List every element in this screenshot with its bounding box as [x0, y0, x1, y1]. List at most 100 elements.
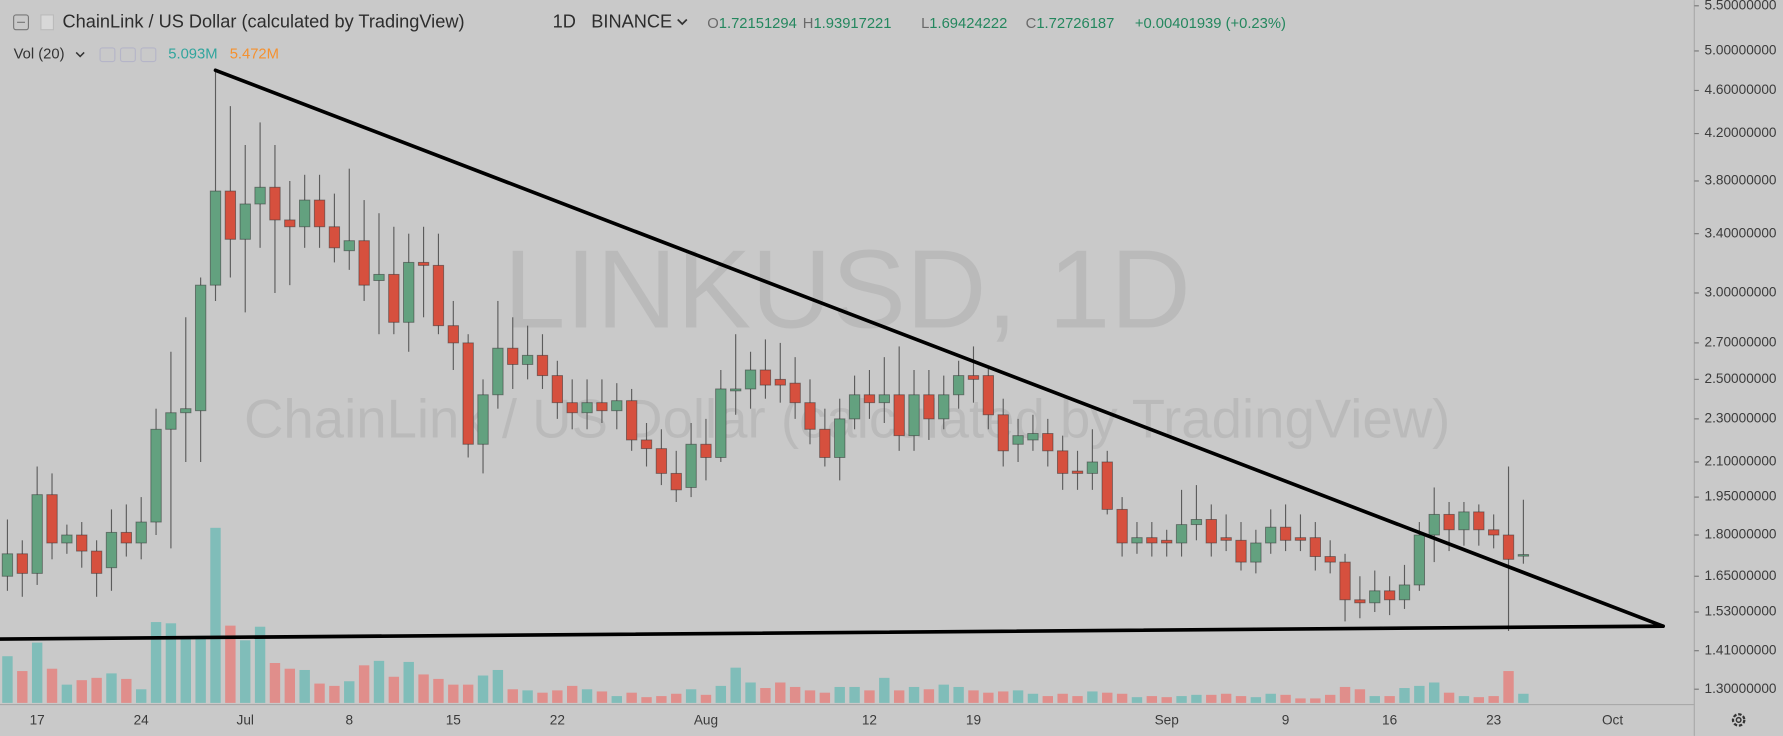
volume-ma: 5.472M — [230, 47, 279, 63]
x-tick-label: 17 — [30, 713, 45, 728]
candle-body — [685, 443, 697, 488]
candle-body — [715, 388, 727, 458]
volume-bar — [329, 685, 340, 703]
y-tick-label: 2.30000000 — [1705, 410, 1777, 425]
candle-body — [403, 261, 415, 323]
volume-indicator[interactable]: Vol (20) — [14, 47, 65, 63]
volume-bar — [715, 685, 727, 703]
indicator-settings[interactable] — [119, 47, 136, 63]
y-tick-label: 3.40000000 — [1705, 225, 1777, 240]
candle-body — [90, 550, 103, 574]
candle-body — [477, 394, 489, 445]
y-tick-label: 1.95000000 — [1705, 489, 1777, 504]
indicator-dropdown[interactable] — [75, 51, 85, 58]
volume-bar — [938, 684, 949, 703]
candle-body — [819, 428, 831, 458]
x-tick-label: 23 — [1486, 713, 1501, 728]
x-tick-label: 19 — [966, 713, 981, 728]
volume-bar — [344, 681, 355, 703]
candle-body — [893, 394, 905, 437]
candle-body — [1, 553, 14, 577]
volume-bar — [254, 626, 266, 703]
candle-series — [1, 70, 1530, 631]
ohlc-key: C — [1026, 16, 1037, 32]
volume-bar — [492, 669, 504, 703]
volume-bar — [1384, 696, 1395, 703]
volume-bar — [477, 675, 489, 703]
volume-bar — [17, 671, 28, 703]
exchange-dropdown[interactable] — [677, 18, 688, 26]
candle-body — [328, 226, 341, 249]
ohlc-value: 1.72151294 — [719, 16, 797, 32]
price-change: +0.00401939 (+0.23%) — [1135, 16, 1286, 32]
candle-body — [566, 402, 578, 414]
volume-bar — [1146, 696, 1158, 703]
candle-body — [1175, 524, 1188, 544]
volume-bar — [1503, 671, 1514, 703]
x-tick-label: 24 — [134, 713, 150, 728]
candle-body — [952, 375, 965, 396]
settings-button[interactable] — [1731, 713, 1746, 727]
volume-bar — [180, 636, 191, 703]
candle-body — [1101, 461, 1113, 510]
volume-bar — [700, 694, 712, 703]
volume-bar — [552, 690, 563, 703]
candle-body — [1309, 537, 1321, 558]
candle-body — [1428, 513, 1440, 536]
collapse-button[interactable] — [13, 14, 29, 31]
volume-bar — [1161, 697, 1172, 703]
indicator-remove[interactable] — [140, 47, 157, 63]
exchange[interactable]: BINANCE — [591, 12, 672, 32]
y-tick-label: 1.30000000 — [1705, 681, 1777, 696]
gear-outer — [1731, 713, 1746, 727]
candle-body — [536, 354, 549, 377]
volume-bar — [1102, 692, 1113, 703]
volume-bar — [1369, 696, 1380, 703]
candle-body — [194, 284, 207, 412]
y-tick-label: 4.60000000 — [1705, 82, 1777, 97]
volume-bar — [879, 677, 890, 703]
volume-bar — [1354, 689, 1366, 703]
volume-bar — [1072, 696, 1083, 703]
ohlc-close: C1.72726187 — [1026, 16, 1115, 32]
volume-bar — [1027, 693, 1039, 703]
volume-bar — [225, 625, 236, 703]
y-tick-label: 2.70000000 — [1705, 335, 1777, 350]
candle-body — [209, 190, 222, 286]
candle-body — [1205, 519, 1217, 544]
candle-body — [16, 553, 28, 574]
candle-body — [848, 394, 861, 420]
candle-body — [1458, 511, 1470, 531]
candle-body — [224, 190, 237, 240]
candle-body — [1265, 526, 1277, 544]
candle-body — [1294, 537, 1307, 541]
x-tick-label: Oct — [1602, 713, 1623, 728]
y-tick-label: 4.20000000 — [1705, 125, 1777, 140]
volume-bar — [240, 640, 251, 703]
candle-body — [313, 199, 326, 228]
y-tick-label: 3.80000000 — [1705, 173, 1777, 188]
volume-value: 5.093M — [168, 47, 217, 63]
candle-body — [625, 400, 638, 441]
volume-bar — [314, 683, 325, 703]
y-tick-label: 3.00000000 — [1705, 285, 1777, 300]
volume-bar — [611, 696, 622, 703]
volume-bar — [953, 686, 964, 703]
candle-body — [150, 428, 162, 523]
candle-body — [31, 494, 43, 574]
candle-body — [744, 369, 757, 390]
volume-bar — [1443, 692, 1455, 703]
candle-body — [1488, 529, 1500, 536]
y-tick-label: 5.00000000 — [1705, 43, 1777, 58]
candle-body — [982, 375, 995, 416]
candle-body — [1279, 526, 1292, 541]
indicator-visibility[interactable] — [99, 47, 116, 63]
volume-bar — [1458, 696, 1470, 703]
candle-body — [254, 186, 266, 205]
candle-body — [165, 412, 177, 430]
x-tick-label: 12 — [862, 713, 877, 728]
candle-body — [373, 273, 385, 281]
ohlc-high: H1.93917221 — [803, 16, 892, 32]
candle-body — [1443, 513, 1455, 531]
